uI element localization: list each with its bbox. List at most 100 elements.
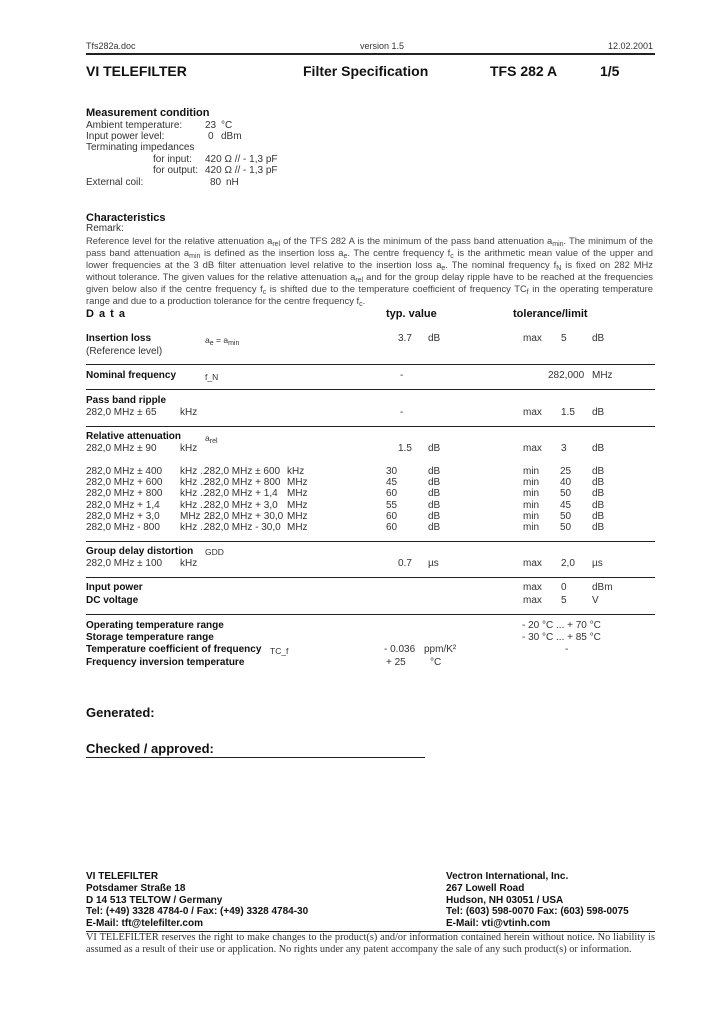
typ-unit: dB [428,500,441,511]
divider [86,577,655,578]
limit-value: 5 [561,333,567,344]
limit-unit: dB [592,407,605,418]
measurement-heading: Measurement condition [86,107,210,119]
typ-unit: µs [428,558,439,569]
footer-right-line: Vectron International, Inc. [446,871,569,882]
freq-start-unit: kHz ... [180,466,209,477]
ripple-condition: 282,0 MHz ± 65 [86,407,157,418]
footer-left-line: VI TELEFILTER [86,871,159,882]
limit-kind: min [523,488,540,499]
limit-value: 50 [560,488,572,499]
limit-unit: dB [592,488,605,499]
tc-label: Temperature coefficient of frequency [86,644,262,655]
part-number: TFS 282 A [490,63,558,79]
freq-end-unit: MHz [287,522,308,533]
insertion-loss-label: Insertion loss [86,333,152,344]
limit-unit: dB [592,333,605,344]
storage-temp-range: - 30 °C ... + 85 °C [522,632,601,643]
typ-unit: dB [428,466,441,477]
freq-end: 282,0 MHz + 30,0 [204,511,284,522]
limit-unit: dB [592,466,605,477]
limit-value: 1.5 [561,407,575,418]
nominal-frequency-label: Nominal frequency [86,370,177,381]
freq-start-unit: kHz ... [180,522,209,533]
nominal-frequency-symbol: f_N [205,372,219,382]
measurement-unit: °C [221,120,233,131]
freq-end-unit: MHz [287,500,308,511]
operating-temp-range: - 20 °C ... + 70 °C [522,620,601,631]
footer-left-line: D 14 513 TELTOW / Germany [86,895,223,906]
freq-end-unit: MHz [287,488,308,499]
limit-value: 282,000 [548,370,585,381]
document-title: Filter Specification [303,63,429,79]
tc-symbol: TC_f [270,646,289,656]
header-version: version 1.5 [360,41,405,51]
freq-start-unit: kHz ... [180,477,209,488]
input-power-label: Input power [86,582,143,593]
header-date: 12.02.2001 [608,41,654,51]
typ-value: 0.7 [398,558,412,569]
limit-kind: min [523,466,540,477]
limit-value: 45 [560,500,572,511]
measurement-unit: dBm [221,131,242,142]
footer-right-line: E-Mail: vti@vtinh.com [446,918,551,929]
measurement-label: Input power level: [86,131,165,142]
operating-temp-label: Operating temperature range [86,620,224,631]
typ-value: 1.5 [398,443,412,454]
limit-value: 0 [561,582,567,593]
typ-unit: dB [428,477,441,488]
relatt-condition-unit: kHz [180,443,198,454]
limit-kind: max [523,333,542,344]
limit-value: 5 [561,595,567,606]
limit-kind: max [523,443,542,454]
group-delay-label: Group delay distortion [86,546,194,557]
typ-value: 55 [386,500,398,511]
divider [86,426,655,427]
gdd-condition-unit: kHz [180,558,198,569]
limit-unit: dB [592,522,605,533]
freq-end-unit: kHz [287,466,305,477]
footer-rule [86,931,655,932]
relative-attenuation-symbol: arel [205,433,218,445]
limit-value: 50 [560,511,572,522]
freq-end-unit: MHz [287,477,308,488]
limit-unit: dBm [592,582,613,593]
typ-value: 60 [386,511,398,522]
freq-start: 282,0 MHz - 800 [86,522,160,533]
inversion-temp-value: + 25 [386,657,406,668]
freq-end: 282,0 MHz ± 600 [204,466,281,477]
relative-attenuation-label: Relative attenuation [86,431,182,442]
freq-start-unit: MHz ... [180,511,212,522]
typ-unit: dB [428,488,441,499]
footer-left-line: Potsdamer Straße 18 [86,883,186,894]
checked-label: Checked / approved: [86,741,214,756]
footer-left-line: E-Mail: tft@telefilter.com [86,918,203,929]
limit-kind: max [523,595,542,606]
measurement-value: 0 [208,131,214,142]
dc-voltage-label: DC voltage [86,595,139,606]
generated-label: Generated: [86,705,155,720]
typ-value: 30 [386,466,398,477]
tc-value: - 0.036 [384,644,416,655]
data-heading: D a t a [86,308,127,320]
freq-start: 282,0 MHz + 1,4 [86,500,160,511]
freq-end: 282,0 MHz + 3,0 [204,500,278,511]
freq-start: 282,0 MHz ± 400 [86,466,163,477]
page-number: 1/5 [600,63,620,79]
gdd-condition: 282,0 MHz ± 100 [86,558,163,569]
typ-unit: dB [428,443,441,454]
measurement-value: 23 [205,120,217,131]
freq-start-unit: kHz ... [180,500,209,511]
limit-kind: min [523,500,540,511]
typ-unit: dB [428,333,441,344]
divider [86,364,655,365]
freq-end: 282,0 MHz - 30,0 [204,522,281,533]
freq-start: 282,0 MHz + 600 [86,477,163,488]
typ-value: 45 [386,477,398,488]
storage-temp-label: Storage temperature range [86,632,214,643]
measurement-value: 80 [210,177,222,188]
measurement-label: for input: [153,154,192,165]
limit-unit: dB [592,500,605,511]
freq-end: 282,0 MHz + 1,4 [204,488,278,499]
